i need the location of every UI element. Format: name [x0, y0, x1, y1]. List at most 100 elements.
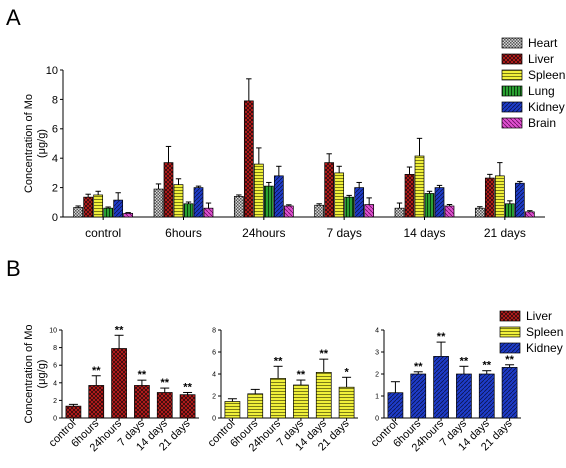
bar-kidney-2: [433, 356, 449, 419]
x-tick-label: 24hours: [242, 226, 285, 240]
bar-spleen-1: [173, 184, 184, 218]
legend-label-kidney: Kidney: [526, 341, 563, 355]
y-tick-label: 4: [212, 371, 216, 378]
legend-label-lung: Lung: [528, 84, 555, 98]
bar-brain-1: [203, 207, 214, 218]
bar-lung-1: [183, 203, 194, 218]
legend-swatch-kidney: [499, 342, 521, 354]
legend-swatch-liver: [499, 310, 521, 322]
y-tick-label: 2: [52, 182, 58, 194]
y-tick-label: 6: [53, 363, 57, 370]
significance-mark: **: [160, 377, 169, 389]
bar-kidney-3: [456, 373, 472, 419]
bar-liver-4: [404, 174, 415, 218]
bar-brain-3: [364, 204, 375, 218]
legend-label-spleen: Spleen: [528, 68, 565, 82]
y-axis-label: Concentration of Mo: [23, 324, 35, 423]
y-tick-label: 6: [52, 124, 58, 136]
y-tick-label: 2: [375, 371, 379, 378]
significance-mark: **: [183, 381, 192, 393]
x-tick-label: 14 days: [403, 226, 445, 240]
bar-kidney-0: [113, 199, 124, 218]
significance-mark: **: [482, 360, 491, 372]
bar-kidney-4: [434, 187, 445, 218]
bar-liver-0: [65, 405, 82, 419]
y-axis-label-unit: (μg/g): [36, 129, 48, 158]
significance-mark: **: [138, 369, 147, 381]
y-tick-label: 0: [212, 415, 216, 422]
bar-spleen-0: [93, 194, 104, 218]
legend-swatch-kidney: [501, 101, 523, 113]
bar-heart-1: [153, 188, 164, 218]
significance-mark: *: [344, 366, 349, 378]
y-tick-label: 8: [53, 345, 57, 352]
y-tick-label: 0: [52, 212, 58, 224]
legend-label-liver: Liver: [528, 52, 554, 66]
significance-mark: **: [297, 369, 306, 381]
y-tick-label: 0: [53, 415, 57, 422]
legend-swatch-spleen: [499, 326, 521, 338]
bar-kidney-1: [193, 187, 204, 218]
y-tick-label: 3: [375, 349, 379, 356]
legend-swatch-lung: [501, 85, 523, 97]
bar-liver-1: [88, 385, 105, 419]
x-tick-label: control: [85, 226, 121, 240]
bar-heart-0: [73, 207, 84, 218]
bar-brain-2: [283, 205, 294, 218]
bar-kidney-4: [478, 373, 495, 419]
y-tick-label: 1: [375, 393, 379, 400]
legend-a: Heart Liver Spleen Lung Kidney Brain: [501, 36, 565, 130]
bar-liver-5: [179, 394, 196, 419]
bar-kidney-5: [501, 367, 518, 419]
significance-mark: **: [460, 355, 469, 367]
significance-mark: **: [115, 324, 124, 336]
bar-spleen-1: [247, 393, 264, 419]
legend-swatch-brain: [501, 117, 523, 129]
bar-liver-4: [156, 392, 173, 419]
bar-kidney-5: [514, 182, 525, 218]
significance-mark: **: [92, 365, 101, 377]
bar-heart-4: [394, 207, 405, 218]
bar-spleen-2: [253, 163, 264, 218]
bar-liver-5: [484, 177, 495, 218]
bar-lung-3: [344, 196, 355, 218]
bar-liver-2: [243, 100, 254, 218]
legend-label-spleen: Spleen: [526, 325, 563, 339]
bar-spleen-3: [293, 384, 309, 419]
bar-brain-5: [524, 211, 535, 218]
significance-mark: **: [414, 361, 423, 373]
bar-liver-2: [111, 348, 127, 419]
legend-swatch-liver: [501, 53, 523, 65]
legend-label-brain: Brain: [528, 116, 556, 130]
y-tick-label: 0: [375, 415, 379, 422]
legend-label-heart: Heart: [528, 36, 558, 50]
bar-heart-3: [314, 204, 325, 218]
significance-mark: **: [319, 348, 328, 360]
x-tick-label: 6hours: [165, 226, 202, 240]
y-tick-label: 8: [52, 94, 58, 106]
bar-brain-0: [123, 212, 134, 218]
bar-liver-1: [163, 162, 174, 218]
x-tick-label: 7 days: [326, 226, 361, 240]
bar-brain-4: [444, 205, 455, 218]
bar-kidney-0: [387, 392, 404, 419]
y-tick-label: 10: [49, 327, 57, 334]
y-tick-label: 2: [212, 393, 216, 400]
chart-a: 0 2 4 6 8 10 control 6hours 24hours 7 days 14 days…: [23, 65, 545, 240]
y-axis-label: Concentration of Mo: [23, 94, 35, 193]
bar-lung-2: [263, 185, 274, 218]
bar-heart-2: [233, 196, 244, 218]
y-tick-label: 6: [212, 349, 216, 356]
bar-lung-0: [103, 207, 114, 218]
bar-heart-5: [474, 207, 485, 218]
bar-liver-0: [83, 196, 94, 218]
significance-mark: **: [505, 354, 514, 366]
bar-kidney-1: [410, 373, 427, 419]
x-tick-label: 21 days: [484, 226, 526, 240]
bar-kidney-3: [354, 187, 365, 218]
legend-swatch-spleen: [501, 69, 523, 81]
legend-swatch-heart: [501, 37, 523, 49]
bar-lung-4: [424, 193, 435, 218]
